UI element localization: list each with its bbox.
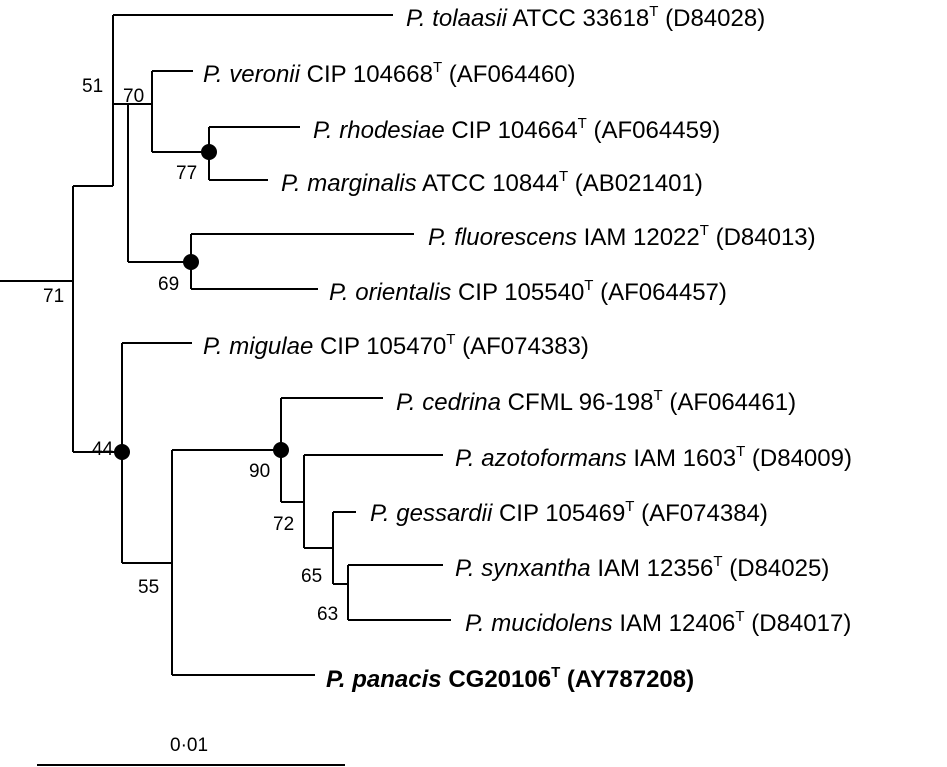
- taxon-labels: P. tolaasii ATCC 33618T (D84028) P. vero…: [203, 3, 852, 693]
- tree-taxa-gessardii-accession: (AF074384): [641, 500, 768, 527]
- tree-taxa-panacis-strain: CG20106: [448, 666, 551, 693]
- scale-bar-label: 0·01: [170, 735, 208, 756]
- tree-taxa-orientalis-accession: (AF064457): [600, 279, 727, 306]
- tree-taxa-mucidolens-strain: IAM 12406: [619, 610, 735, 637]
- tree-taxa-azotoformans-type-mark: T: [736, 443, 745, 460]
- tree-taxa-cedrina-species: P. cedrina: [396, 389, 501, 416]
- bootstrap-lower: 44: [92, 439, 114, 460]
- tree-taxa-azotoformans-accession: (D84009): [752, 445, 852, 472]
- taxon-panacis: P. panacis CG20106T (AY787208): [326, 664, 694, 693]
- taxon-azotoformans: P. azotoformans IAM 1603T (D84009): [455, 443, 852, 472]
- tree-taxa-migulae-type-mark: T: [446, 331, 455, 348]
- tree-taxa-orientalis-strain: CIP 105540: [458, 279, 584, 306]
- bootstrap-fluorescens-orientalis: 69: [158, 274, 179, 295]
- scale-bar: 0·01: [37, 735, 345, 766]
- bootstrap-synxantha-mucidolens: 63: [317, 604, 338, 625]
- tree-taxa-rhodesiae-strain: CIP 104664: [451, 117, 577, 144]
- tree-taxa-fluorescens-type-mark: T: [700, 222, 709, 239]
- tree-taxa-gessardii-strain: CIP 105469: [499, 500, 625, 527]
- taxon-migulae: P. migulae CIP 105470T (AF074383): [203, 331, 589, 360]
- tree-taxa-marginalis-species: P. marginalis: [281, 170, 417, 197]
- bootstrap-panacis-group: 55: [138, 577, 159, 598]
- tree-taxa-marginalis-accession: (AB021401): [575, 170, 703, 197]
- tree-taxa-mucidolens-accession: (D84017): [751, 610, 851, 637]
- tree-taxa-orientalis-type-mark: T: [584, 277, 593, 294]
- tree-taxa-azotoformans-species: P. azotoformans: [455, 445, 627, 472]
- node-markers: [114, 144, 289, 460]
- tree-taxa-tolaasii-type-mark: T: [649, 3, 658, 20]
- taxon-fluorescens: P. fluorescens IAM 12022T (D84013): [428, 222, 816, 251]
- bootstrap-rhodesiae-marginalis: 77: [176, 163, 197, 184]
- bootstrap-root: 71: [43, 286, 64, 307]
- tree-taxa-synxantha-accession: (D84025): [729, 555, 829, 582]
- bootstrap-azotoformans-group: 72: [273, 514, 294, 535]
- tree-taxa-rhodesiae-accession: (AF064459): [594, 117, 721, 144]
- tree-taxa-panacis-type-mark: T: [551, 664, 560, 681]
- tree-taxa-panacis-accession: (AY787208): [567, 666, 694, 693]
- taxon-synxantha: P. synxantha IAM 12356T (D84025): [455, 553, 829, 582]
- node-dot-cedrina-group: [273, 442, 289, 458]
- tree-taxa-rhodesiae-species: P. rhodesiae: [313, 117, 445, 144]
- taxon-orientalis: P. orientalis CIP 105540T (AF064457): [329, 277, 727, 306]
- taxon-mucidolens: P. mucidolens IAM 12406T (D84017): [465, 608, 851, 637]
- taxon-rhodesiae: P. rhodesiae CIP 104664T (AF064459): [313, 115, 720, 144]
- tree-taxa-azotoformans-strain: IAM 1603: [633, 445, 736, 472]
- bootstrap-cedrina-group: 90: [249, 461, 270, 482]
- tree-taxa-cedrina-strain: CFML 96-198: [508, 389, 654, 416]
- tree-taxa-rhodesiae-type-mark: T: [578, 115, 587, 132]
- tree-branches: [0, 14, 451, 676]
- tree-taxa-marginalis-strain: ATCC 10844: [422, 170, 559, 197]
- bootstrap-gessardii-group: 65: [301, 566, 322, 587]
- tree-taxa-tolaasii-species: P. tolaasii: [406, 5, 508, 32]
- tree-taxa-gessardii-species: P. gessardii: [370, 500, 493, 527]
- tree-taxa-synxantha-species: P. synxantha: [455, 555, 591, 582]
- taxon-cedrina: P. cedrina CFML 96-198T (AF064461): [396, 387, 796, 416]
- tree-taxa-mucidolens-species: P. mucidolens: [465, 610, 613, 637]
- node-dot-rhodesiae-marginalis: [201, 144, 217, 160]
- tree-taxa-mucidolens-type-mark: T: [735, 608, 744, 625]
- tree-taxa-veronii-type-mark: T: [433, 59, 442, 76]
- tree-taxa-veronii-accession: (AF064460): [449, 61, 576, 88]
- tree-taxa-migulae-species: P. migulae: [203, 333, 313, 360]
- tree-taxa-tolaasii-strain: ATCC 33618: [512, 5, 649, 32]
- tree-taxa-cedrina-type-mark: T: [653, 387, 662, 404]
- tree-taxa-gessardii-type-mark: T: [625, 498, 634, 515]
- taxon-tolaasii: P. tolaasii ATCC 33618T (D84028): [406, 3, 765, 32]
- bootstrap-values: 71 51 70 77 69 44 55 90 72 65 63: [43, 76, 338, 625]
- bootstrap-veronii-group: 70: [123, 86, 144, 107]
- tree-taxa-migulae-accession: (AF074383): [462, 333, 589, 360]
- tree-taxa-fluorescens-strain: IAM 12022: [584, 224, 700, 251]
- tree-taxa-orientalis-species: P. orientalis: [329, 279, 451, 306]
- tree-taxa-veronii-species: P. veronii: [203, 61, 301, 88]
- tree-taxa-marginalis-type-mark: T: [559, 168, 568, 185]
- node-dot-lower-clade: [114, 444, 130, 460]
- tree-taxa-migulae-strain: CIP 105470: [320, 333, 446, 360]
- taxon-gessardii: P. gessardii CIP 105469T (AF074384): [370, 498, 768, 527]
- taxon-marginalis: P. marginalis ATCC 10844T (AB021401): [281, 168, 703, 197]
- node-dot-fluorescens-orientalis: [183, 254, 199, 270]
- tree-taxa-tolaasii-accession: (D84028): [665, 5, 765, 32]
- tree-taxa-synxantha-strain: IAM 12356: [597, 555, 713, 582]
- tree-taxa-fluorescens-species: P. fluorescens: [428, 224, 577, 251]
- bootstrap-upper: 51: [82, 76, 103, 97]
- taxon-veronii: P. veronii CIP 104668T (AF064460): [203, 59, 576, 88]
- tree-taxa-cedrina-accession: (AF064461): [669, 389, 796, 416]
- tree-taxa-panacis-species: P. panacis: [326, 666, 442, 693]
- tree-taxa-fluorescens-accession: (D84013): [716, 224, 816, 251]
- tree-taxa-veronii-strain: CIP 104668: [307, 61, 433, 88]
- tree-taxa-synxantha-type-mark: T: [713, 553, 722, 570]
